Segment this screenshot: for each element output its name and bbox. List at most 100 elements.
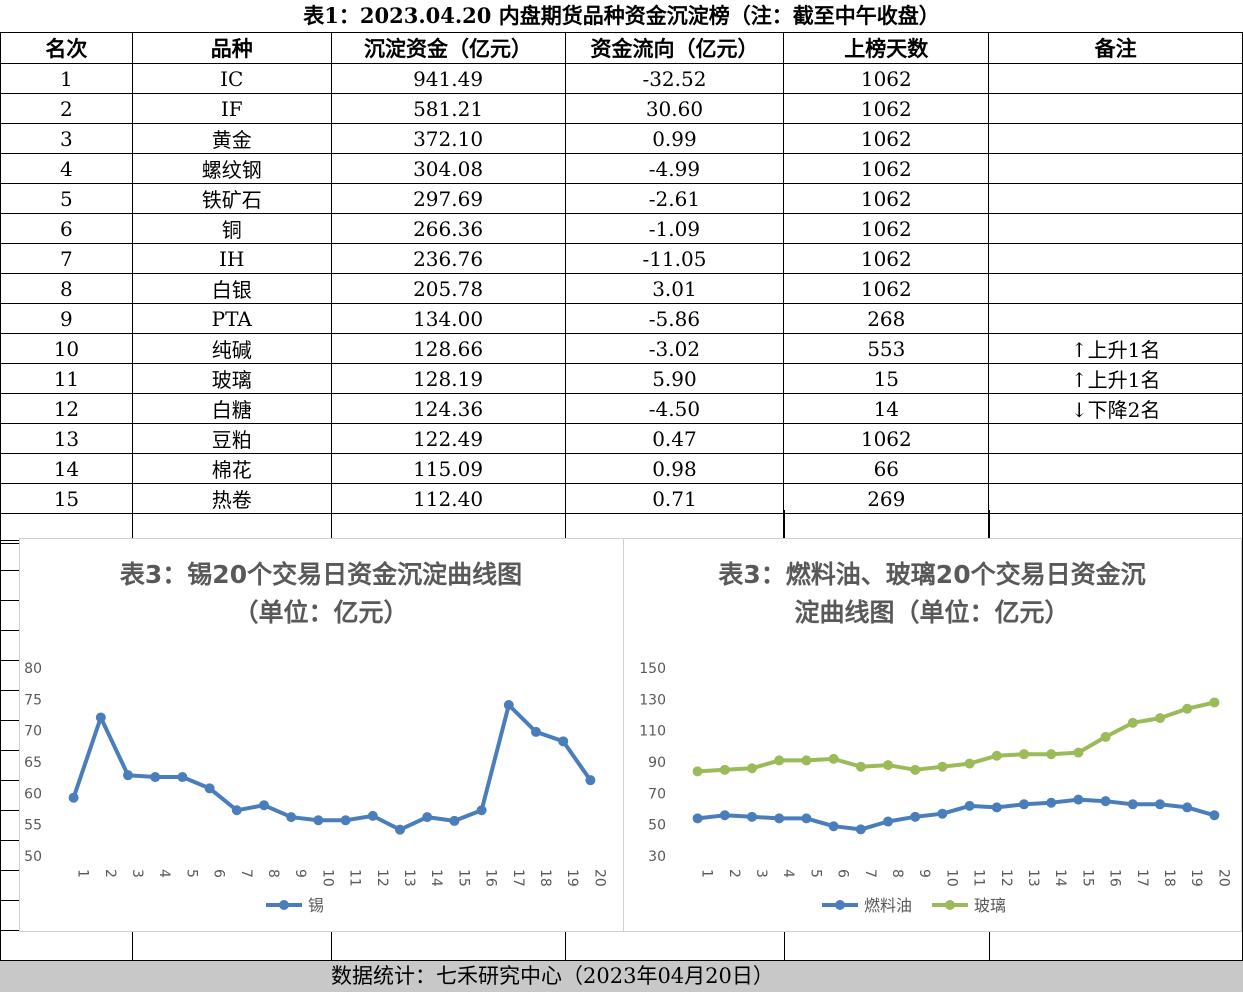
funds-cell: 122.49: [330, 423, 566, 454]
x-tick-label: 6: [835, 869, 851, 878]
y-tick-label: 65: [24, 755, 42, 771]
legend-label: 玻璃: [974, 896, 1006, 915]
data-point: [1073, 794, 1084, 805]
legend-swatch-marker: [279, 900, 289, 910]
data-point: [964, 800, 975, 811]
data-point: [991, 750, 1002, 761]
data-point: [558, 736, 569, 747]
days-cell: 15: [783, 363, 990, 394]
note-cell: [988, 483, 1243, 514]
variety-cell: IF: [131, 93, 332, 124]
y-tick-label: 30: [648, 849, 666, 865]
table-header-row: 名次 品种 沉淀资金（亿元） 资金流向（亿元） 上榜天数 备注: [0, 32, 1243, 64]
days-cell: 1062: [783, 213, 990, 244]
note-cell: [988, 213, 1243, 244]
data-point: [95, 712, 106, 723]
x-tick-label: 16: [1107, 869, 1123, 887]
data-point: [692, 813, 703, 824]
rank-cell: 9: [0, 303, 133, 334]
variety-cell: PTA: [131, 303, 332, 334]
y-tick-label: 50: [648, 818, 666, 834]
x-tick-label: 5: [183, 869, 199, 878]
y-tick-label: 90: [648, 755, 666, 771]
funds-cell: 297.69: [330, 183, 566, 214]
note-cell: [988, 93, 1243, 124]
data-point: [177, 772, 188, 783]
table-row: 13 豆粕 122.49 0.47 1062: [0, 423, 1243, 454]
legend-swatch-marker: [945, 900, 955, 910]
x-tick-label: 9: [916, 869, 932, 878]
flow-cell: 5.90: [564, 363, 785, 394]
funds-cell: 941.49: [330, 63, 566, 94]
x-tick-label: 12: [374, 869, 390, 887]
x-tick-label: 17: [510, 869, 526, 887]
variety-cell: 豆粕: [131, 423, 332, 454]
data-point: [1182, 802, 1193, 813]
x-tick-label: 8: [265, 869, 281, 878]
chart-title-line: （单位：亿元）: [233, 598, 408, 627]
funds-cell: 581.21: [330, 93, 566, 124]
x-tick-label: 11: [347, 869, 363, 887]
header-flow: 资金流向（亿元）: [564, 32, 785, 64]
data-point: [231, 805, 242, 816]
rank-cell: 7: [0, 243, 133, 274]
table-row: 5 铁矿石 297.69 -2.61 1062: [0, 183, 1243, 214]
rank-cell: 3: [0, 123, 133, 154]
note-cell: [988, 153, 1243, 184]
x-tick-label: 15: [455, 869, 471, 887]
chart-title-line: 淀曲线图（单位：亿元）: [794, 598, 1069, 627]
table-row: 3 黄金 372.10 0.99 1062: [0, 123, 1243, 154]
x-tick-label: 1: [75, 869, 91, 878]
flow-cell: 0.71: [564, 483, 785, 514]
data-point: [68, 792, 79, 803]
rank-cell: 11: [0, 363, 133, 394]
y-tick-label: 55: [24, 818, 42, 834]
x-tick-label: 3: [753, 869, 769, 878]
days-cell: 66: [783, 453, 990, 484]
data-point: [828, 821, 839, 832]
variety-cell: IC: [131, 63, 332, 94]
fueloil-glass-line-chart: 表3：燃料油、玻璃20个交易日资金沉淀曲线图（单位：亿元）30507090110…: [639, 560, 1231, 915]
data-point: [1019, 799, 1029, 810]
table-row: 1 IC 941.49 -32.52 1062: [0, 63, 1243, 94]
y-tick-label: 70: [24, 724, 42, 740]
x-tick-label: 6: [211, 869, 227, 878]
days-cell: 1062: [783, 93, 990, 124]
note-cell: ↑上升1名: [988, 363, 1243, 394]
x-tick-label: 17: [1134, 869, 1150, 887]
note-cell: [988, 63, 1243, 94]
data-point: [828, 753, 839, 764]
y-tick-label: 150: [639, 661, 666, 677]
data-point: [991, 802, 1002, 813]
variety-cell: 热卷: [131, 483, 332, 514]
flow-cell: -32.52: [564, 63, 785, 94]
flow-cell: 0.99: [564, 123, 785, 154]
data-point: [422, 812, 433, 823]
days-cell: 269: [783, 483, 990, 514]
data-point: [204, 783, 215, 794]
data-point: [883, 760, 893, 771]
variety-cell: 螺纹钢: [131, 153, 332, 184]
variety-cell: 玻璃: [131, 363, 332, 394]
header-days: 上榜天数: [783, 32, 990, 64]
rank-cell: 5: [0, 183, 133, 214]
data-point: [801, 813, 812, 824]
data-point: [123, 770, 133, 781]
series-line: [71, 703, 593, 832]
note-cell: [988, 303, 1243, 334]
variety-cell: 黄金: [131, 123, 332, 154]
x-tick-label: 1: [699, 869, 715, 878]
funds-cell: 128.19: [330, 363, 566, 394]
data-point: [719, 764, 730, 775]
data-point: [937, 761, 948, 772]
variety-cell: 白银: [131, 273, 332, 304]
data-point: [1046, 749, 1057, 760]
x-tick-label: 4: [156, 869, 172, 878]
x-tick-label: 2: [726, 869, 742, 878]
x-tick-label: 18: [1161, 869, 1177, 887]
table-row: 8 白银 205.78 3.01 1062: [0, 273, 1243, 304]
flow-cell: -11.05: [564, 243, 785, 274]
rank-cell: 1: [0, 63, 133, 94]
table-row: 9 PTA 134.00 -5.86 268: [0, 303, 1243, 334]
funds-cell: 205.78: [330, 273, 566, 304]
